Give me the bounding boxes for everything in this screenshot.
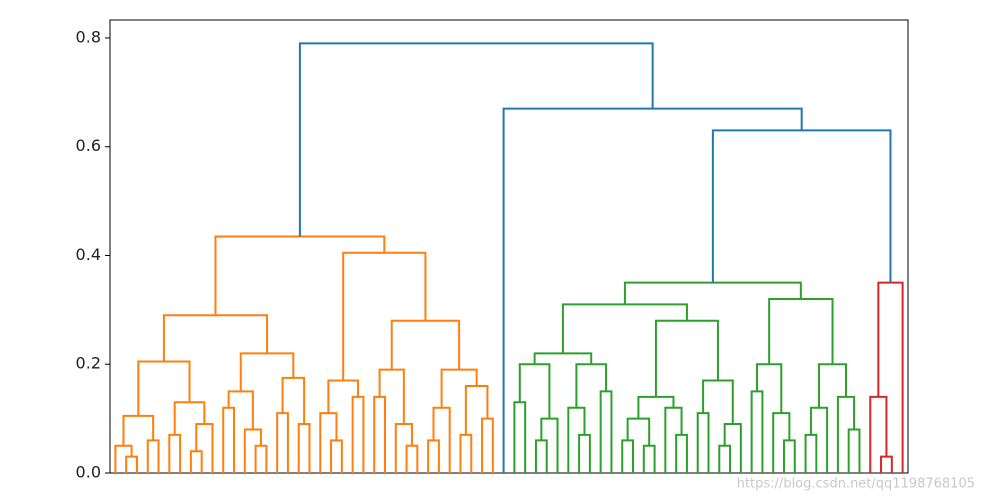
dendrogram-link: [125, 455, 138, 473]
dendrogram-link: [654, 319, 719, 397]
dendrogram-link: [756, 363, 783, 414]
dendrogram-link: [561, 303, 688, 354]
dendrogram-link: [804, 433, 818, 473]
dendrogram-link: [836, 395, 856, 473]
dendrogram-link: [664, 406, 683, 473]
dendrogram-link: [696, 412, 710, 473]
dendrogram-link: [330, 439, 343, 473]
dendrogram-link: [390, 319, 461, 370]
watermark: https://blog.csdn.net/qq1198768105: [737, 477, 975, 492]
dendrogram-link: [405, 444, 419, 473]
dendrogram-link: [567, 406, 586, 473]
dendrogram-link: [877, 281, 904, 473]
dendrogram-link: [847, 428, 861, 473]
dendrogram-link: [227, 390, 254, 430]
dendrogram-link: [711, 129, 892, 283]
dendrogram-link: [342, 251, 427, 381]
dendrogram-link: [599, 390, 613, 473]
dendrogram-link: [718, 444, 732, 473]
dendrogram-link: [319, 412, 338, 473]
dendrogram-link: [168, 433, 182, 473]
plot-frame: [109, 19, 909, 474]
dendrogram-link: [623, 281, 802, 305]
dendrogram-link: [373, 395, 386, 473]
dendrogram-link: [869, 395, 888, 473]
dendrogram-link: [621, 439, 635, 473]
dendrogram-link: [818, 363, 847, 408]
dendrogram-link: [782, 439, 796, 473]
dendrogram-link: [195, 423, 214, 473]
y-tick-label: 0.0: [76, 463, 101, 482]
dendrogram-link: [440, 368, 478, 408]
dendrogram-link: [772, 412, 791, 473]
dendrogram-link: [534, 439, 548, 473]
dendrogram-link: [432, 406, 451, 473]
dendrogram-link: [239, 352, 295, 392]
dendrogram-link: [243, 428, 262, 473]
dendrogram-link: [750, 390, 764, 473]
dendrogram-link: [297, 423, 311, 473]
dendrogram-link: [768, 297, 834, 365]
dendrogram-link: [513, 401, 527, 473]
dendrogram-link: [254, 444, 268, 473]
y-tick-label: 0.2: [76, 354, 101, 373]
dendrogram-link: [427, 439, 440, 473]
dendrogram-link: [464, 384, 489, 435]
dendrogram-link: [626, 417, 651, 446]
dendrogram-link: [394, 423, 413, 473]
dendrogram-link: [137, 360, 191, 416]
dendrogram-link: [351, 395, 365, 473]
dendrogram-link: [578, 433, 591, 473]
y-tick-label: 0.6: [76, 136, 101, 155]
dendrogram-link: [540, 417, 559, 473]
dendrogram-link: [222, 406, 236, 473]
dendrogram-link: [637, 395, 675, 419]
dendrogram-link: [173, 401, 206, 435]
dendrogram-link: [723, 423, 742, 473]
dendrogram-link: [533, 352, 593, 365]
dendrogram-link: [214, 235, 386, 316]
dendrogram-link: [298, 42, 654, 237]
dendrogram-link: [114, 444, 133, 473]
dendrogram-link: [459, 433, 473, 473]
y-tick-label: 0.4: [76, 245, 101, 264]
dendrogram-link: [642, 444, 656, 473]
dendrogram-link: [276, 412, 289, 473]
dendrogram-link: [189, 450, 203, 473]
dendrogram-link: [880, 455, 893, 473]
y-tick-label: 0.8: [76, 27, 101, 46]
dendrogram-link: [281, 376, 306, 425]
dendrogram-link: [809, 406, 829, 473]
dendrogram-link: [378, 368, 405, 425]
dendrogram-link: [675, 433, 688, 473]
dendrogram-link: [146, 439, 160, 473]
dendrogram-link: [162, 314, 269, 362]
dendrogram-link: [481, 417, 494, 473]
